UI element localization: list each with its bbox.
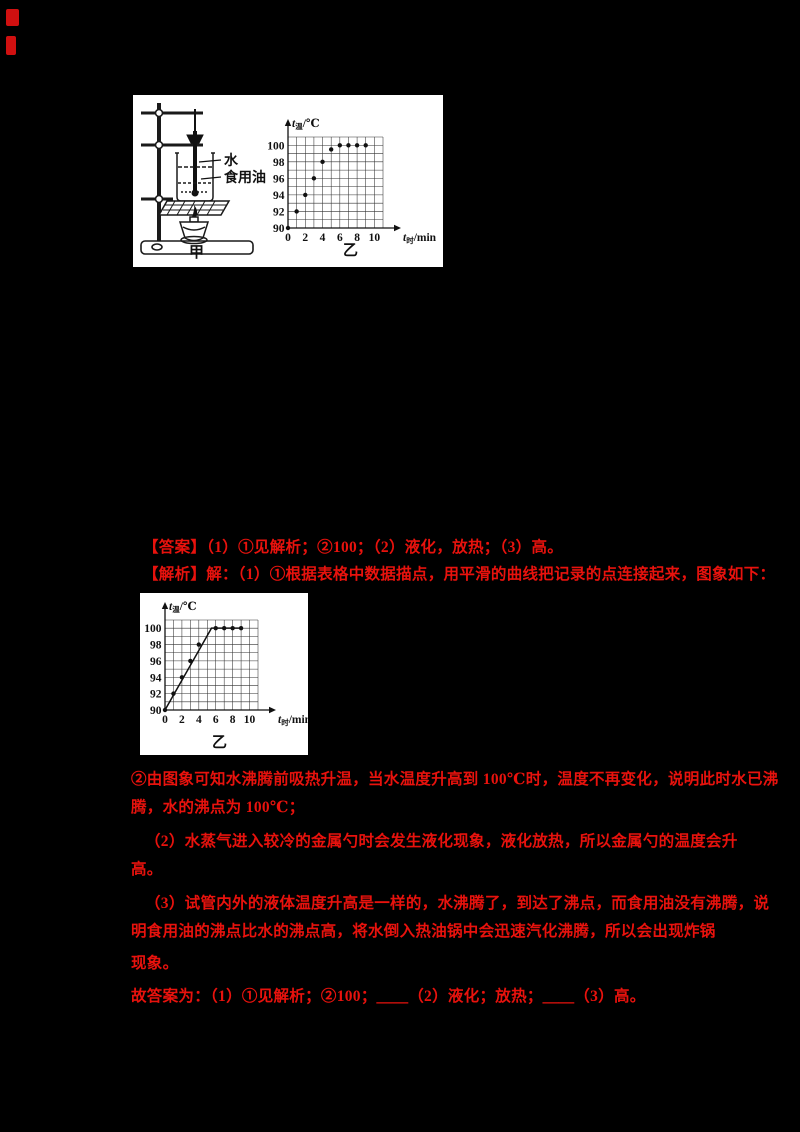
para3-line1: （2）水蒸气进入较冷的金属勺时会发生液化现象，液化放热，所以金属勺的温度会升 [145, 833, 738, 850]
svg-text:4: 4 [196, 714, 202, 726]
svg-text:t温/℃: t温/℃ [169, 601, 197, 614]
svg-text:0: 0 [162, 714, 168, 726]
svg-text:4: 4 [320, 232, 326, 244]
apparatus-diagram: 水 食用油 90 92 94 96 98 100 0 2 4 6 8 10 t温/℃ t时/min [140, 103, 437, 255]
svg-text:6: 6 [213, 714, 219, 726]
wire-gauze [157, 200, 231, 216]
caption-yi-2: 乙 [212, 735, 228, 751]
svg-text:96: 96 [273, 173, 285, 185]
para2-line2: 腾，水的沸点为 100℃； [131, 799, 305, 816]
svg-text:2: 2 [302, 232, 308, 244]
svg-text:92: 92 [273, 206, 285, 218]
thermometer [186, 109, 204, 197]
svg-text:6: 6 [337, 232, 343, 244]
svg-text:0: 0 [285, 232, 291, 244]
analysis-line: 【解析】解：（1）①根据表格中数据描点，用平滑的曲线把记录的点连接起来，图象如下… [143, 566, 776, 583]
answer-graph-svg: 90 92 94 96 98 100 0 2 4 6 8 10 t温/℃ t时/min [144, 601, 311, 727]
caption-yi-1: 乙 [343, 243, 359, 259]
svg-text:90: 90 [273, 223, 285, 235]
svg-text:10: 10 [244, 714, 256, 726]
label-water: 水 [224, 152, 239, 169]
edge-artifact [6, 36, 16, 55]
caption-jia: 甲 [189, 245, 205, 261]
svg-text:t时/min: t时/min [278, 714, 308, 727]
svg-text:92: 92 [150, 689, 162, 701]
label-oil: 食用油 [224, 169, 266, 186]
svg-text:10: 10 [369, 232, 381, 244]
final-answer-line: 故答案为：（1）①见解析；②100；＿＿（2）液化；放热；＿＿（3）高。 [131, 988, 646, 1005]
para4-line2: 明食用油的沸点比水的沸点高，将水倒入热油锅中会迅速汽化沸腾，所以会出现炸锅 [131, 923, 716, 940]
svg-text:100: 100 [144, 623, 162, 635]
para4-line1: （3）试管内外的液体温度升高是一样的，水沸腾了，到达了沸点，而食用油没有沸腾，说 [145, 895, 770, 912]
svg-text:90: 90 [150, 705, 162, 717]
svg-text:98: 98 [150, 640, 162, 652]
svg-text:100: 100 [267, 140, 285, 152]
svg-text:98: 98 [273, 157, 285, 169]
para3-line2: 高。 [131, 861, 163, 878]
figure-apparatus-and-graph: 水 食用油 90 92 94 96 98 100 0 2 4 6 8 10 t温/℃ t时/min 甲 乙 [133, 95, 443, 267]
svg-text:t温/℃: t温/℃ [292, 118, 320, 131]
alcohol-lamp [178, 205, 210, 245]
svg-text:94: 94 [273, 190, 285, 202]
para2-line1: ②由图象可知水沸腾前吸热升温，当水温度升高到 100℃时，温度不再变化，说明此时… [131, 771, 779, 788]
svg-text:96: 96 [150, 656, 162, 668]
figure-answer-graph: 90 92 94 96 98 100 0 2 4 6 8 10 t温/℃ t时/min 乙 [140, 593, 312, 755]
boiling-line-chart: 90 92 94 96 98 100 0 2 4 6 8 10 t温/℃ t时/min [144, 601, 311, 727]
svg-text:8: 8 [230, 714, 236, 726]
svg-text:2: 2 [179, 714, 185, 726]
svg-text:t时/min: t时/min [403, 232, 437, 245]
answer-line: 【答案】（1）①见解析；②100；（2）液化，放热；（3）高。 [143, 539, 564, 556]
para4-line3: 现象。 [131, 955, 179, 972]
boiling-scatter-chart: 90 92 94 96 98 100 0 2 4 6 8 10 t温/℃ t时/min [267, 118, 436, 245]
svg-text:94: 94 [150, 672, 162, 684]
edge-artifact [6, 9, 19, 26]
svg-text:8: 8 [354, 232, 360, 244]
